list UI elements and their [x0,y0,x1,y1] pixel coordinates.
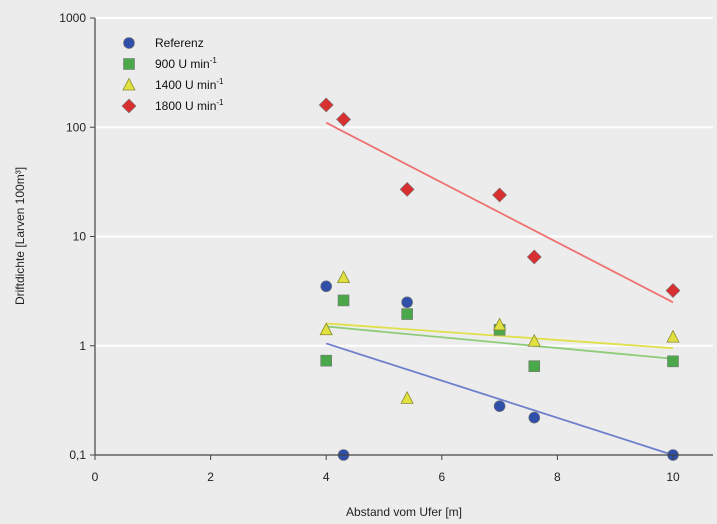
data-point [401,296,413,309]
legend-label: 1400 U min-1 [155,77,224,92]
data-point [528,360,541,372]
legend: Referenz 900 U min-1 1400 U min-1 1800 U mi… [121,36,224,114]
legend-marker [122,77,136,91]
data-point [319,322,333,336]
data-point [401,308,413,320]
data-point [320,354,333,367]
x-tick-label: 8 [554,470,561,484]
data-point [492,187,508,203]
y-tick-label: 10 [73,230,87,244]
data-point [336,270,351,284]
x-tick-label: 6 [438,470,445,484]
data-point [528,411,541,424]
data-point [492,317,507,331]
data-point [400,390,414,404]
legend-marker [121,98,137,114]
data-point [318,97,334,113]
data-point [527,333,541,347]
y-axis-ticks: 0,1 1 10 100 1000 [59,11,95,462]
legend-marker [123,58,135,70]
data-point [493,400,506,412]
y-axis-label: Driftdichte [Larven 100m³] [13,167,27,305]
x-tick-label: 10 [666,470,680,484]
trend-line [325,121,674,304]
x-tick-label: 4 [323,470,330,484]
data-point [526,249,542,265]
data-point [337,294,350,307]
trend-line [326,322,674,350]
legend-label: Referenz [155,36,204,50]
y-tick-label: 0,1 [69,448,86,462]
trend-line [325,342,674,456]
y-tick-label: 100 [66,120,86,134]
y-tick-label: 1 [79,339,86,353]
data-point [666,329,680,343]
y-tick-label: 1000 [59,11,86,25]
legend-marker [123,37,135,49]
grid-lines [95,17,713,347]
trend-line [326,325,674,360]
x-tick-label: 2 [207,470,214,484]
data-point [399,181,415,197]
data-point [336,111,351,127]
data-point [665,283,681,298]
legend-label: 1800 U min-1 [155,98,224,113]
data-point [667,355,679,368]
x-axis-label: Abstand vom Ufer [m] [346,505,462,519]
legend-label: 900 U min-1 [155,56,217,71]
x-axis-ticks: 0 2 4 6 8 10 [92,455,680,484]
trend-lines [325,121,674,456]
data-point [320,280,333,293]
x-tick-label: 0 [92,470,99,484]
